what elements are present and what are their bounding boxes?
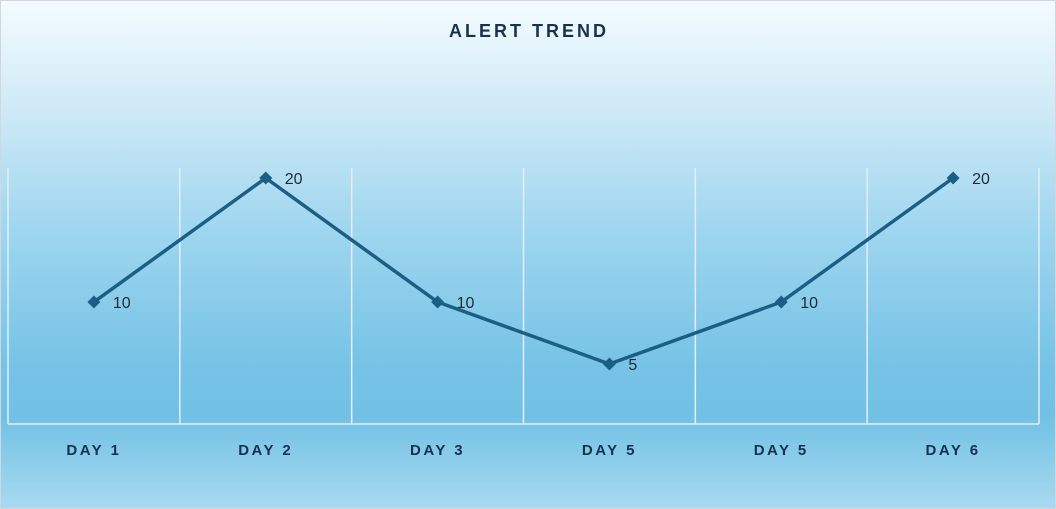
data-point-marker <box>602 357 616 371</box>
x-tick-label: DAY 2 <box>238 442 293 459</box>
x-tick-label: DAY 6 <box>926 442 981 459</box>
data-point-marker <box>87 295 101 309</box>
x-tick-label: DAY 5 <box>582 442 637 459</box>
x-tick-label: DAY 3 <box>410 442 465 459</box>
x-tick-label: DAY 1 <box>66 442 121 459</box>
data-point-marker <box>774 295 788 309</box>
data-label: 20 <box>285 171 303 188</box>
data-point-marker <box>946 171 960 185</box>
data-point-marker <box>431 295 445 309</box>
data-label: 10 <box>800 295 818 312</box>
x-tick-label: DAY 5 <box>754 442 809 459</box>
data-label: 5 <box>628 357 637 374</box>
data-point-marker <box>259 171 273 185</box>
series-line <box>92 176 955 366</box>
chart-title: ALERT TREND <box>449 21 609 41</box>
data-label: 10 <box>457 295 475 312</box>
data-label: 20 <box>972 171 990 188</box>
data-label: 10 <box>113 295 131 312</box>
